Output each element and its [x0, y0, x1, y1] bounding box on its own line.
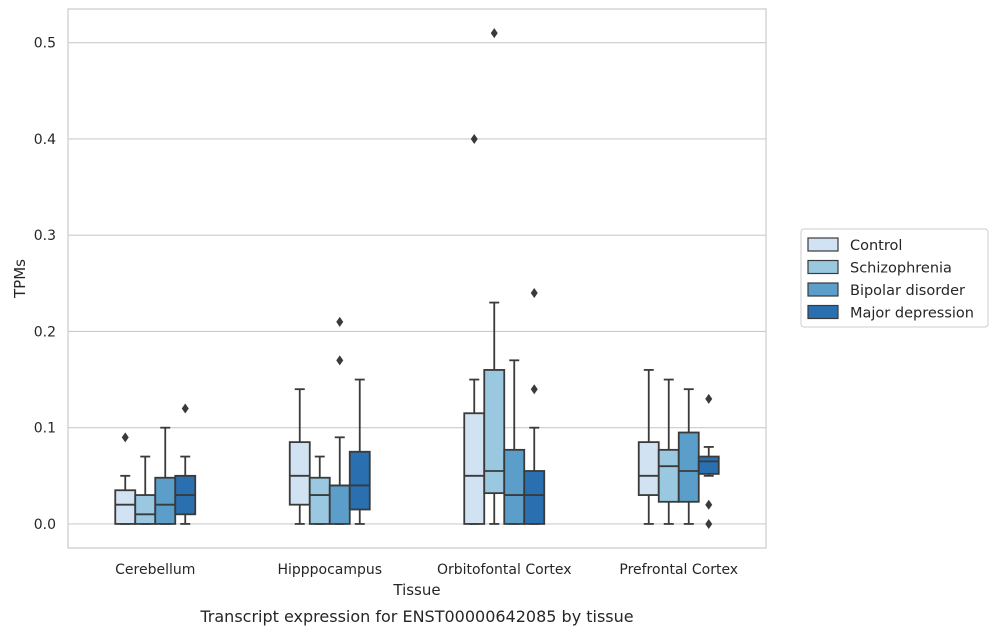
box-schizophrenia — [134, 455, 157, 525]
outlier-point — [705, 518, 713, 529]
box-schizophrenia — [657, 378, 680, 525]
outlier-point — [336, 316, 344, 327]
outlier-point — [336, 355, 344, 366]
legend-label: Bipolar disorder — [850, 283, 965, 299]
box-major-depression — [348, 378, 371, 525]
box-major-depression — [523, 287, 546, 525]
box-bipolar-disorder — [677, 388, 700, 525]
box-body — [328, 484, 351, 525]
outlier-point — [121, 432, 129, 443]
legend-frame — [800, 228, 989, 328]
box-body — [503, 448, 526, 525]
y-tick-label: 0.1 — [34, 421, 56, 437]
legend-swatch — [807, 304, 839, 320]
legend-label: Major depression — [850, 306, 974, 322]
x-tick-label: Cerebellum — [115, 562, 195, 578]
box-body — [463, 412, 486, 525]
box-body — [114, 489, 137, 525]
box-bipolar-disorder — [154, 426, 177, 525]
y-tick-label: 0.5 — [34, 36, 56, 52]
box-body — [308, 476, 331, 525]
box-control — [114, 432, 137, 525]
legend-label: Control — [850, 238, 902, 254]
box-body — [637, 441, 660, 496]
legend-swatch — [807, 259, 839, 275]
box-body — [677, 431, 700, 503]
y-tick-label: 0.0 — [34, 517, 56, 533]
box-body — [697, 455, 720, 475]
x-axis-label: Tissue — [392, 581, 440, 599]
outlier-point — [181, 403, 189, 414]
box-body — [134, 494, 157, 525]
chart-caption: Transcript expression for ENST0000064208… — [199, 607, 633, 626]
outlier-point — [530, 287, 538, 298]
box-control — [463, 133, 486, 525]
plot-frame — [67, 8, 767, 549]
x-tick-label: Prefrontal Cortex — [619, 562, 738, 578]
box-body — [154, 476, 177, 525]
legend: Control Schizophrenia Bipolar disorder Majo… — [800, 228, 989, 328]
outlier-point — [490, 28, 498, 39]
box-body — [348, 450, 371, 511]
y-axis-ticks: 0.0 0.1 0.2 0.3 0.4 0.5 — [34, 36, 56, 533]
box-bipolar-disorder — [503, 359, 526, 525]
legend-swatch — [807, 282, 839, 297]
legend-label: Schizophrenia — [850, 261, 952, 277]
outlier-point — [530, 384, 538, 395]
box-control — [637, 369, 660, 525]
outlier-point — [705, 499, 713, 510]
outlier-point — [705, 393, 713, 404]
y-axis-label: TPMs — [11, 259, 29, 299]
x-axis-ticks: Cerebellum Hipppocampus Orbitofontal Corte… — [115, 562, 738, 578]
box-body — [483, 369, 506, 495]
box-schizophrenia — [483, 28, 506, 525]
y-tick-label: 0.4 — [34, 132, 56, 148]
box-major-depression — [697, 393, 720, 529]
box-major-depression — [174, 403, 197, 525]
box-body — [657, 448, 680, 503]
plot-area — [114, 28, 720, 529]
box-bipolar-disorder — [328, 316, 351, 525]
box-control — [288, 388, 311, 525]
x-tick-label: Orbitofontal Cortex — [437, 562, 572, 578]
outlier-point — [470, 133, 478, 144]
y-tick-label: 0.2 — [34, 324, 56, 340]
y-tick-label: 0.3 — [34, 228, 56, 244]
legend-swatch — [807, 237, 839, 252]
box-body — [288, 441, 311, 506]
box-body — [523, 470, 546, 525]
x-tick-label: Hipppocampus — [277, 562, 382, 578]
box-schizophrenia — [308, 455, 331, 525]
